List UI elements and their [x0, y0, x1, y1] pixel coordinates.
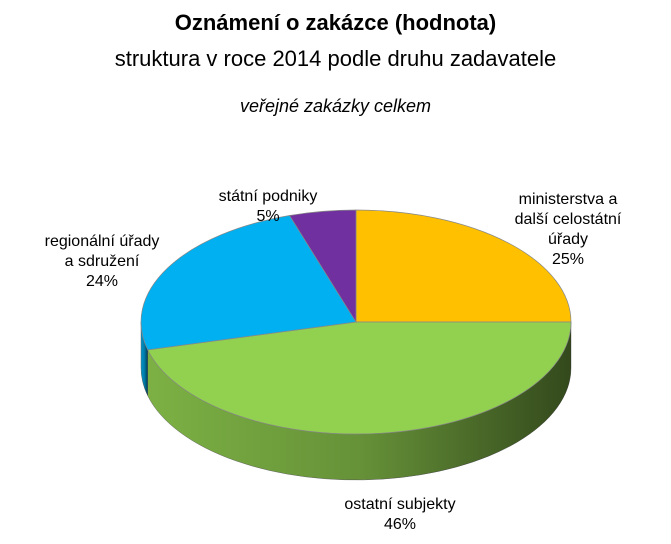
chart-title: Oznámení o zakázce (hodnota) [174, 10, 497, 35]
category-label: ostatní subjekty [344, 496, 456, 513]
slice [140, 215, 357, 351]
slice [288, 209, 357, 324]
value-label: 24% [85, 273, 119, 290]
data-label: regionální úřady a sdružení 24% [12, 232, 192, 292]
side-shade [141, 322, 148, 396]
value-label: 5% [256, 208, 280, 225]
data-label: ostatní subjekty 46% [310, 495, 490, 535]
data-label: ministerstva a další celostátní úřady 25% [478, 190, 658, 270]
value-label: 46% [383, 516, 417, 533]
value-label: 25% [551, 251, 585, 268]
category-label: státní podniky [218, 188, 318, 205]
side-shade [147, 322, 571, 481]
slice [147, 321, 572, 435]
category-label: ministerstva a další celostátní úřady [514, 191, 622, 248]
data-label: státní podniky 5% [178, 187, 358, 227]
slice [355, 209, 572, 323]
chart-subtitle: struktura v roce 2014 podle druhu zadava… [114, 46, 557, 71]
annotation: veřejné zakázky celkem [239, 96, 432, 116]
category-label: regionální úřady a sdružení [44, 233, 160, 270]
